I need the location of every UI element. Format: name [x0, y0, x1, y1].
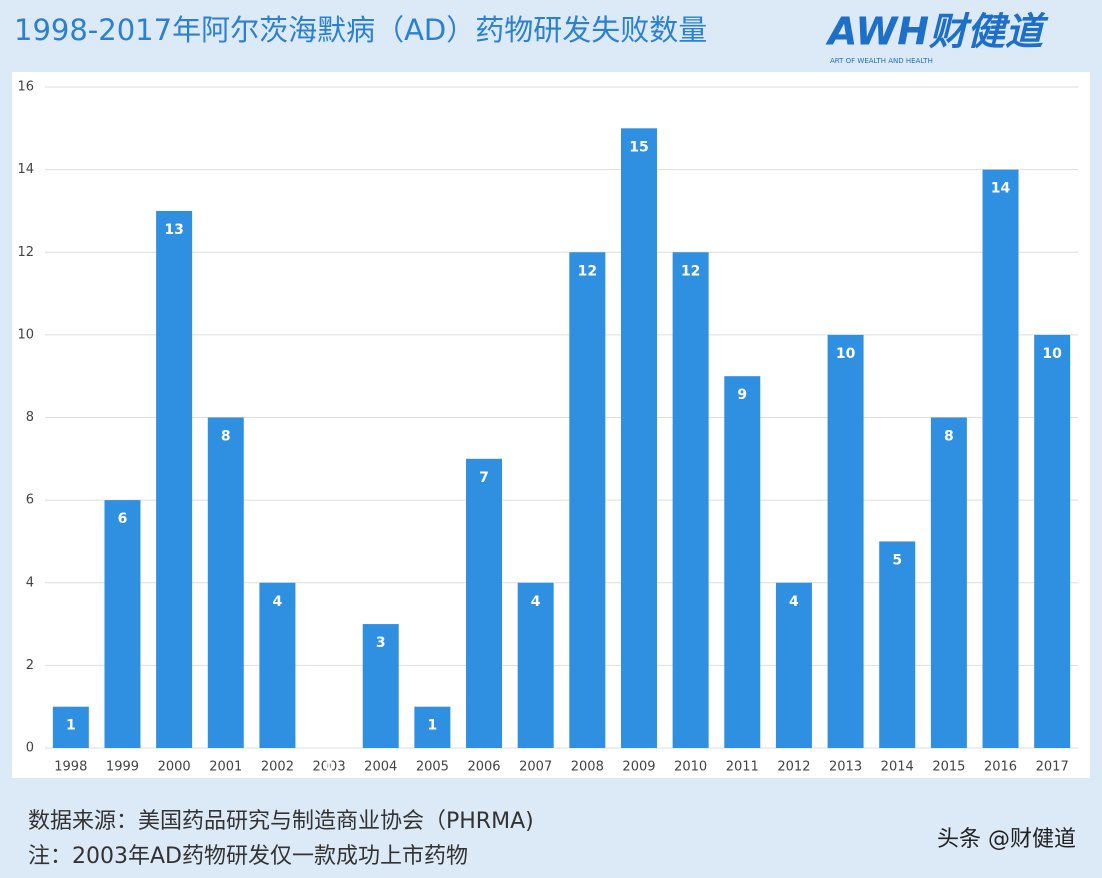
bar [1034, 334, 1071, 748]
bar [414, 706, 451, 748]
y-tick-label: 0 [26, 741, 34, 756]
value-label: 6 [118, 511, 128, 527]
bar [620, 128, 657, 748]
value-label: 4 [273, 594, 283, 610]
x-tick-label: 2017 [1036, 760, 1069, 775]
x-tick-label: 1998 [54, 760, 87, 775]
x-tick-label: 2009 [622, 760, 655, 775]
watermark: 头条 @财健道 [937, 827, 1076, 852]
bar [724, 376, 761, 748]
bar [362, 624, 399, 748]
value-label: 1 [66, 718, 76, 734]
y-tick-label: 12 [17, 245, 34, 260]
value-label: 1 [428, 718, 438, 734]
value-label: 12 [681, 263, 700, 279]
bar [104, 500, 141, 748]
bar [207, 417, 244, 748]
value-label: 3 [376, 635, 386, 651]
value-label: 4 [789, 594, 799, 610]
x-tick-label: 2012 [777, 760, 810, 775]
value-label: 8 [944, 429, 954, 445]
value-label: 10 [1042, 346, 1062, 362]
bar [930, 417, 967, 748]
y-tick-label: 4 [26, 575, 34, 590]
bar [982, 169, 1019, 748]
bar [259, 582, 296, 748]
x-tick-label: 2000 [158, 760, 191, 775]
x-tick-label: 2014 [881, 760, 914, 775]
bar [672, 252, 709, 748]
x-tick-label: 2008 [571, 760, 604, 775]
bar [775, 582, 812, 748]
x-tick-label: 2005 [416, 760, 449, 775]
note: 数据来源：美国药品研究与制造商业协会（PHRMA) [28, 809, 534, 834]
x-tick-label: 2003 [313, 760, 346, 775]
y-tick-label: 8 [26, 410, 34, 425]
bar [879, 541, 916, 748]
chart-title: 1998-2017年阿尔茨海默病（AD）药物研发失败数量 [14, 13, 707, 47]
bar [156, 210, 193, 748]
bar [52, 706, 89, 748]
logo-tagline: ART OF WEALTH AND HEALTH [830, 57, 933, 65]
bar [569, 252, 606, 748]
y-tick-label: 16 [17, 80, 34, 95]
value-label: 7 [479, 470, 489, 486]
x-tick-label: 1999 [106, 760, 139, 775]
value-label: 9 [737, 387, 747, 403]
note: 注：2003年AD药物研发仅一款成功上市药物 [28, 844, 468, 869]
x-tick-label: 2011 [726, 760, 759, 775]
x-tick-label: 2007 [519, 760, 552, 775]
y-tick-label: 6 [26, 493, 34, 508]
value-label: 4 [531, 594, 541, 610]
y-tick-label: 10 [17, 327, 34, 342]
value-label: 12 [578, 263, 597, 279]
x-tick-label: 2004 [364, 760, 397, 775]
x-tick-label: 2013 [829, 760, 862, 775]
value-label: 8 [221, 429, 231, 445]
value-label: 0 [324, 759, 334, 775]
y-tick-label: 2 [26, 658, 34, 673]
bar [827, 334, 864, 748]
value-label: 15 [629, 139, 648, 155]
x-tick-label: 2010 [674, 760, 707, 775]
logo: AWH财健道 [825, 10, 1049, 54]
x-tick-label: 2002 [261, 760, 294, 775]
y-tick-label: 14 [17, 162, 34, 177]
x-tick-label: 2006 [467, 760, 500, 775]
value-label: 10 [836, 346, 856, 362]
bar [466, 458, 503, 748]
value-label: 13 [164, 222, 183, 238]
x-tick-label: 2016 [984, 760, 1017, 775]
value-label: 14 [991, 181, 1011, 197]
value-label: 5 [892, 552, 902, 568]
x-tick-label: 2015 [932, 760, 965, 775]
x-tick-label: 2001 [209, 760, 242, 775]
bar [517, 582, 554, 748]
